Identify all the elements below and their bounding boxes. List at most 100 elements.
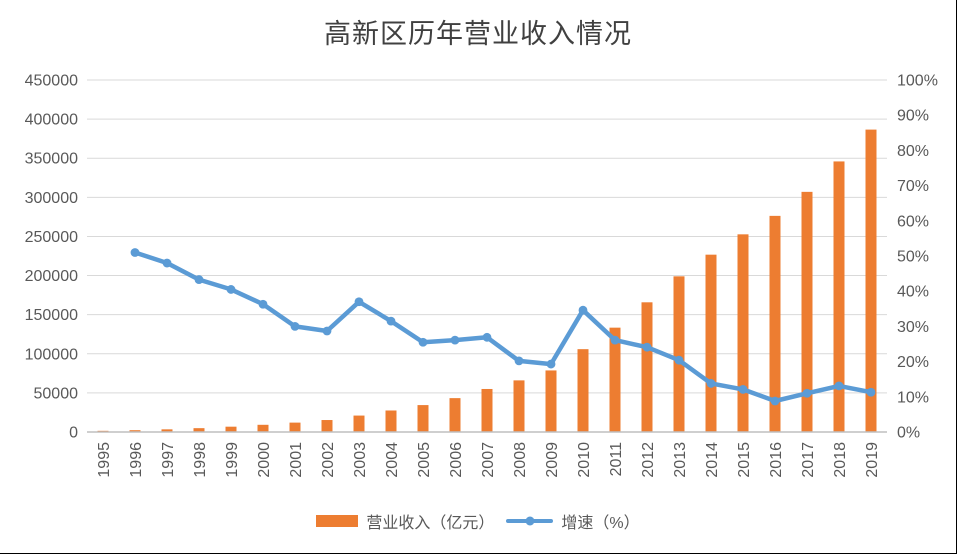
revenue-bar-2015 bbox=[737, 234, 749, 432]
legend-item-revenue: 营业收入（亿元） bbox=[316, 509, 494, 533]
x-axis-year-label-2006: 2006 bbox=[448, 442, 465, 478]
x-axis-year-label-2013: 2013 bbox=[672, 442, 689, 478]
growth-marker-2010 bbox=[578, 305, 588, 315]
revenue-bar-2016 bbox=[769, 215, 781, 432]
growth-marker-2011 bbox=[610, 335, 620, 345]
growth-line-dot-icon bbox=[525, 516, 535, 526]
x-axis-year-label-2014: 2014 bbox=[704, 442, 721, 478]
growth-marker-1998 bbox=[194, 275, 204, 284]
revenue-bar-2013 bbox=[673, 276, 685, 432]
growth-marker-1996 bbox=[130, 248, 140, 257]
x-axis-year-label-2015: 2015 bbox=[736, 442, 753, 478]
revenue-bar-1999 bbox=[225, 426, 237, 432]
right-axis-tick-label: 40% bbox=[897, 284, 929, 301]
x-axis-year-label-1999: 1999 bbox=[224, 442, 241, 478]
revenue-bar-2001 bbox=[289, 422, 301, 432]
growth-marker-2004 bbox=[386, 316, 396, 326]
growth-marker-2002 bbox=[322, 326, 332, 336]
left-axis-tick-label: 350000 bbox=[25, 151, 78, 168]
revenue-bar-2018 bbox=[833, 161, 845, 433]
x-axis-year-label-2012: 2012 bbox=[640, 442, 657, 478]
revenue-bar-2009 bbox=[545, 370, 557, 432]
left-axis-tick-label: 50000 bbox=[34, 385, 79, 402]
growth-marker-2013 bbox=[674, 355, 684, 365]
right-axis-tick-label: 80% bbox=[897, 143, 929, 160]
legend-item-growth: 增速（%） bbox=[506, 509, 640, 533]
x-axis-year-label-2010: 2010 bbox=[576, 442, 593, 478]
chart-legend: 营业收入（亿元） 增速（%） bbox=[0, 509, 956, 533]
growth-marker-2019 bbox=[866, 387, 876, 397]
x-axis-year-label-2019: 2019 bbox=[864, 442, 881, 478]
x-axis-year-label-2009: 2009 bbox=[544, 442, 561, 478]
growth-marker-2006 bbox=[450, 335, 460, 345]
left-axis-tick-label: 450000 bbox=[25, 73, 78, 90]
revenue-bar-2011 bbox=[609, 327, 621, 432]
x-axis-year-label-1995: 1995 bbox=[96, 442, 113, 478]
right-axis-tick-label: 30% bbox=[897, 319, 929, 336]
revenue-bar-2007 bbox=[481, 388, 493, 432]
revenue-bar-2017 bbox=[801, 191, 813, 432]
chart-title: 高新区历年营业收入情况 bbox=[324, 19, 632, 49]
growth-marker-2015 bbox=[738, 385, 748, 394]
revenue-bar-2019 bbox=[865, 129, 877, 432]
x-axis-year-label-1997: 1997 bbox=[160, 442, 177, 478]
right-axis-tick-label: 50% bbox=[897, 249, 929, 266]
revenue-bar-2002 bbox=[321, 420, 333, 432]
legend-label-growth: 增速（%） bbox=[561, 515, 640, 532]
left-axis-tick-label: 150000 bbox=[25, 307, 78, 324]
growth-line-swatch-icon bbox=[506, 516, 554, 526]
legend-label-revenue: 营业收入（亿元） bbox=[366, 515, 495, 532]
x-axis-year-label-1996: 1996 bbox=[128, 442, 145, 478]
right-axis-tick-label: 90% bbox=[897, 108, 929, 125]
x-axis-year-label-2017: 2017 bbox=[800, 442, 817, 478]
revenue-bar-2003 bbox=[353, 415, 365, 432]
right-axis-tick-label: 20% bbox=[897, 354, 929, 371]
left-axis-tick-label: 200000 bbox=[25, 268, 78, 285]
growth-marker-2017 bbox=[802, 388, 812, 398]
revenue-bar-1998 bbox=[193, 428, 205, 432]
x-axis-year-label-2004: 2004 bbox=[384, 442, 401, 478]
x-axis-year-label-2000: 2000 bbox=[256, 442, 273, 478]
left-axis-tick-label: 100000 bbox=[25, 346, 78, 363]
growth-marker-2018 bbox=[834, 381, 844, 391]
revenue-bar-2005 bbox=[417, 405, 429, 432]
x-axis-year-label-2018: 2018 bbox=[832, 442, 849, 478]
x-axis-year-label-2007: 2007 bbox=[480, 442, 497, 478]
revenue-bar-2004 bbox=[385, 410, 397, 432]
x-axis-year-label-2008: 2008 bbox=[512, 442, 529, 478]
x-axis-year-label-2016: 2016 bbox=[768, 442, 785, 478]
revenue-bar-2010 bbox=[577, 349, 589, 432]
right-axis-tick-label: 70% bbox=[897, 178, 929, 195]
growth-marker-2008 bbox=[514, 356, 524, 366]
revenue-bar-1996 bbox=[129, 430, 141, 432]
revenue-bar-1997 bbox=[161, 429, 173, 432]
x-axis-year-label-2002: 2002 bbox=[320, 442, 337, 478]
growth-marker-1999 bbox=[226, 285, 236, 294]
revenue-bar-2006 bbox=[449, 398, 461, 432]
growth-marker-2014 bbox=[706, 379, 716, 388]
x-axis-year-label-2005: 2005 bbox=[416, 442, 433, 478]
right-axis-tick-label: 60% bbox=[897, 213, 929, 230]
right-axis-tick-label: 100% bbox=[897, 73, 938, 90]
growth-line bbox=[132, 250, 874, 404]
growth-marker-2000 bbox=[258, 299, 268, 309]
growth-marker-2007 bbox=[482, 332, 492, 342]
growth-marker-2016 bbox=[770, 396, 780, 406]
growth-marker-2001 bbox=[290, 322, 300, 331]
left-axis-tick-label: 0 bbox=[69, 425, 78, 442]
revenue-bar-2014 bbox=[705, 254, 717, 432]
right-axis-tick-label: 0% bbox=[897, 425, 920, 442]
x-axis-year-label-2011: 2011 bbox=[608, 442, 625, 477]
revenue-bar-2008 bbox=[513, 380, 525, 432]
revenue-bar-2012 bbox=[641, 302, 653, 432]
growth-marker-2005 bbox=[418, 337, 428, 347]
growth-marker-1997 bbox=[162, 258, 172, 268]
revenue-bar-swatch-icon bbox=[316, 515, 359, 527]
left-axis-tick-label: 250000 bbox=[25, 229, 78, 246]
left-axis-tick-label: 300000 bbox=[25, 190, 78, 207]
growth-marker-2012 bbox=[642, 342, 652, 352]
growth-marker-2009 bbox=[546, 359, 556, 369]
growth-marker-2003 bbox=[354, 297, 364, 307]
